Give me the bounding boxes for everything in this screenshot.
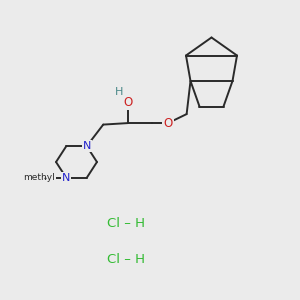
Text: N: N xyxy=(82,141,91,151)
Text: N: N xyxy=(62,173,70,183)
Text: O: O xyxy=(164,117,173,130)
Text: Cl – H: Cl – H xyxy=(107,217,145,230)
Text: O: O xyxy=(124,97,133,110)
Text: methyl: methyl xyxy=(23,173,55,182)
Text: H: H xyxy=(115,87,123,97)
Text: Cl – H: Cl – H xyxy=(107,253,145,266)
